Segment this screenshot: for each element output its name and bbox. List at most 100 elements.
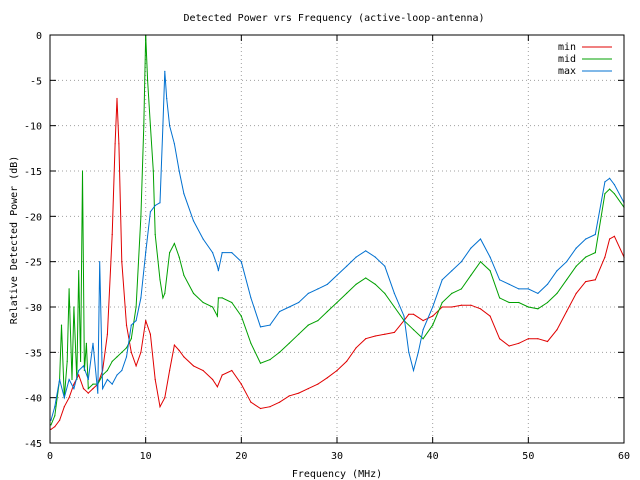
data-point-max (403, 315, 405, 317)
data-point-min (111, 233, 113, 236)
chart-title: Detected Power vrs Frequency (active-loo… (183, 13, 484, 24)
data-point-max (393, 292, 395, 294)
plot-frame (49, 34, 625, 444)
data-point-mid (575, 265, 577, 267)
data-point-mid (178, 256, 180, 258)
data-point-max (106, 378, 108, 381)
y-tick-label: -5 (30, 76, 42, 87)
y-tick-label: -30 (24, 303, 42, 314)
data-point-min (145, 320, 147, 322)
data-point-mid (54, 415, 56, 417)
y-tick-labels: 0 -5 -10 -15 -20 -25 -30 -35 -40 -45 (24, 31, 42, 450)
data-point-min (121, 261, 123, 263)
data-point-mid (307, 324, 309, 326)
data-point-min (346, 360, 348, 362)
data-point-mid (393, 306, 395, 308)
data-point-min (82, 388, 85, 390)
data-point-min (118, 143, 120, 145)
data-point-max (135, 320, 137, 322)
data-point-mid (106, 369, 108, 372)
data-point-mid (460, 288, 462, 290)
data-point-mid (78, 270, 80, 272)
data-point-max (604, 181, 606, 183)
data-point-min (432, 315, 434, 317)
data-point-mid (384, 292, 386, 294)
data-point-max (537, 292, 539, 294)
data-point-min (365, 338, 367, 340)
data-point-mid (111, 360, 113, 362)
data-point-min (63, 406, 65, 408)
data-point-min (114, 143, 116, 145)
data-point-min (408, 313, 410, 315)
data-point-min (412, 313, 415, 315)
data-point-mid (479, 261, 482, 263)
data-point-min (355, 347, 357, 349)
data-point-max (317, 288, 319, 290)
data-point-min (87, 392, 89, 394)
data-point-min (116, 97, 118, 100)
x-tick-label: 30 (331, 451, 343, 462)
data-point-max (212, 252, 214, 254)
data-point-max (78, 369, 80, 372)
y-tick-label: -10 (24, 122, 42, 133)
data-point-max (613, 184, 616, 186)
data-point-max (202, 238, 204, 240)
data-point-min (546, 340, 549, 343)
data-point-max (240, 261, 242, 263)
data-point-min (54, 426, 56, 428)
data-point-min (585, 281, 587, 283)
data-point-max (408, 351, 410, 353)
data-point-max (216, 265, 218, 267)
x-tick-label: 40 (427, 451, 439, 462)
data-point-min (374, 335, 376, 337)
data-point-mid (604, 193, 606, 195)
data-point-mid (609, 188, 611, 190)
data-point-mid (288, 342, 290, 344)
data-point-mid (336, 301, 338, 304)
data-point-min (78, 374, 80, 376)
data-point-min (259, 407, 262, 410)
data-point-mid (269, 359, 271, 361)
data-point-max (499, 279, 501, 281)
data-point-max (412, 369, 415, 372)
data-point-max (149, 211, 151, 213)
data-point-mid (173, 242, 175, 245)
data-point-min (422, 320, 424, 322)
data-point-mid (451, 292, 453, 294)
data-point-min (68, 397, 70, 399)
x-tick-label: 50 (522, 451, 534, 462)
data-point-min (169, 369, 171, 372)
data-point-mid (508, 301, 510, 304)
data-point-min (604, 256, 606, 258)
data-point-mid (60, 324, 63, 326)
data-point-mid (346, 292, 348, 294)
data-point-max (384, 265, 386, 267)
data-point-mid (317, 320, 319, 322)
data-point-min (250, 401, 252, 403)
data-point-max (470, 247, 472, 249)
data-point-max (221, 252, 223, 254)
data-point-max (173, 143, 175, 145)
data-point-mid (527, 306, 529, 308)
data-point-max (102, 388, 104, 390)
data-point-mid (152, 170, 154, 172)
data-point-min (212, 378, 214, 381)
data-point-max (125, 356, 128, 358)
data-point-min (159, 406, 161, 408)
data-point-min (594, 279, 596, 281)
data-point-mid (154, 233, 156, 236)
data-point-max (575, 247, 577, 249)
data-point-max (97, 392, 99, 394)
data-point-mid (202, 301, 204, 304)
data-point-max (546, 283, 549, 285)
data-point-mid (240, 315, 242, 317)
data-point-mid (80, 360, 82, 362)
data-point-max (422, 329, 424, 331)
data-point-mid (169, 252, 171, 254)
data-point-min (336, 369, 338, 372)
data-point-min (441, 306, 443, 308)
data-point-max (609, 177, 611, 179)
data-point-mid (87, 388, 89, 390)
data-point-max (269, 324, 271, 326)
data-point-min (518, 342, 520, 344)
